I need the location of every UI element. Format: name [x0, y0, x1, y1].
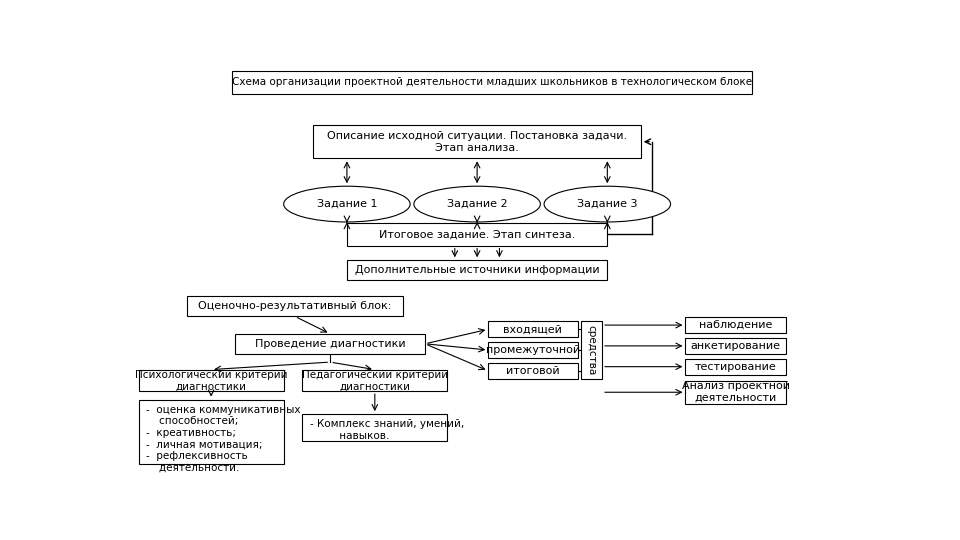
Text: средства: средства [587, 325, 597, 375]
Text: Задание 1: Задание 1 [317, 199, 377, 209]
Text: Задание 3: Задание 3 [577, 199, 637, 209]
Text: Проведение диагностики: Проведение диагностики [254, 339, 405, 349]
FancyBboxPatch shape [581, 321, 602, 379]
Text: наблюдение: наблюдение [699, 320, 773, 330]
Text: - Комплекс знаний, умений,
         навыков.: - Комплекс знаний, умений, навыков. [310, 419, 464, 441]
Text: входящей: входящей [503, 324, 563, 334]
FancyBboxPatch shape [489, 321, 578, 337]
Text: тестирование: тестирование [695, 362, 777, 372]
FancyBboxPatch shape [347, 223, 608, 246]
FancyBboxPatch shape [302, 369, 447, 391]
Text: итоговой: итоговой [506, 366, 560, 376]
FancyBboxPatch shape [313, 125, 641, 158]
FancyBboxPatch shape [489, 342, 578, 358]
Text: Итоговое задание. Этап синтеза.: Итоговое задание. Этап синтеза. [379, 230, 575, 239]
FancyBboxPatch shape [187, 296, 403, 316]
Text: Схема организации проектной деятельности младших школьников в технологическом бл: Схема организации проектной деятельности… [232, 77, 752, 87]
FancyBboxPatch shape [685, 338, 786, 354]
FancyBboxPatch shape [231, 71, 753, 94]
Text: Педагогический критерий
диагностики: Педагогический критерий диагностики [301, 369, 448, 391]
FancyBboxPatch shape [685, 317, 786, 333]
Text: -  оценка коммуникативных
    способностей;
-  креативность;
-  личная мотивация: - оценка коммуникативных способностей; -… [146, 404, 300, 472]
FancyBboxPatch shape [347, 260, 608, 280]
Text: Психологический критерий
диагностики: Психологический критерий диагностики [135, 369, 287, 391]
FancyBboxPatch shape [685, 381, 786, 404]
FancyBboxPatch shape [138, 369, 284, 391]
Text: Оценочно-результативный блок:: Оценочно-результативный блок: [198, 301, 392, 312]
Text: анкетирование: анкетирование [690, 341, 780, 351]
Text: Дополнительные источники информации: Дополнительные источники информации [355, 265, 599, 275]
Ellipse shape [283, 186, 410, 222]
Ellipse shape [414, 186, 540, 222]
Text: Анализ проектной
деятельности: Анализ проектной деятельности [682, 381, 790, 403]
FancyBboxPatch shape [302, 414, 447, 441]
FancyBboxPatch shape [489, 363, 578, 379]
Text: Описание исходной ситуации. Постановка задачи.
Этап анализа.: Описание исходной ситуации. Постановка з… [327, 131, 627, 152]
FancyBboxPatch shape [235, 334, 425, 354]
FancyBboxPatch shape [685, 359, 786, 375]
Ellipse shape [544, 186, 670, 222]
Text: Задание 2: Задание 2 [446, 199, 508, 209]
Text: промежуточной: промежуточной [486, 345, 580, 355]
FancyBboxPatch shape [138, 400, 284, 464]
